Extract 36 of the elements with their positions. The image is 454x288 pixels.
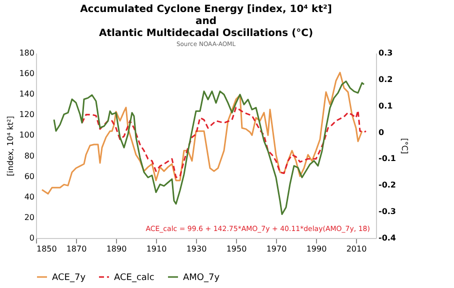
x-tick-label: 2010: [346, 244, 367, 254]
x-tick-label: 1890: [106, 244, 127, 254]
line-series: [81, 106, 367, 178]
y2-tick-label: 0.3: [378, 48, 393, 58]
y2-tick-label: 0: [378, 128, 384, 137]
line-series: [41, 72, 363, 195]
y-tick-label: 20: [24, 212, 34, 222]
legend-label: ACE_calc: [114, 273, 154, 283]
y2-tick-label: -0.1: [378, 154, 396, 164]
y-tick-label: 80: [24, 151, 34, 160]
y2-tick-label: 0.1: [378, 101, 394, 110]
y-tick-label: 160: [19, 69, 34, 78]
x-tick-label: 1870: [66, 244, 87, 254]
legend-label: ACE_7y: [52, 273, 86, 283]
x-tick-label: 1850: [36, 244, 57, 254]
x-tick-label: 1970: [266, 244, 287, 254]
y-axis-title: [index, 10⁴ kt²]: [6, 116, 16, 176]
y2-tick-label: -0.4: [378, 234, 396, 242]
y-tick-label: 0: [29, 234, 34, 242]
x-tick-label: 1930: [186, 244, 207, 254]
x-tick-label: 1990: [306, 244, 327, 254]
y2-tick-label: -0.3: [378, 207, 396, 216]
y2-tick-label: -0.2: [378, 180, 396, 190]
x-tick-label: 1910: [146, 244, 167, 254]
y-tick-label: 120: [19, 110, 34, 120]
y-tick-label: 140: [19, 90, 34, 99]
y-tick-label: 100: [19, 130, 34, 140]
y-tick-label: 60: [24, 172, 34, 181]
legend-label: AMO_7y: [183, 273, 220, 283]
line-series: [53, 80, 365, 215]
x-tick-label: 1950: [226, 244, 247, 254]
y2-tick-label: 0.2: [378, 74, 393, 84]
y-tick-label: 180: [19, 48, 34, 58]
y-tick-label: 40: [24, 192, 34, 202]
y2-axis-title: [°C]: [400, 138, 409, 154]
chart-title: Accumulated Cyclone Energy [index, 10⁴ kt²] and Atlantic Multidecadal Oscillations (°C): [80, 4, 332, 39]
